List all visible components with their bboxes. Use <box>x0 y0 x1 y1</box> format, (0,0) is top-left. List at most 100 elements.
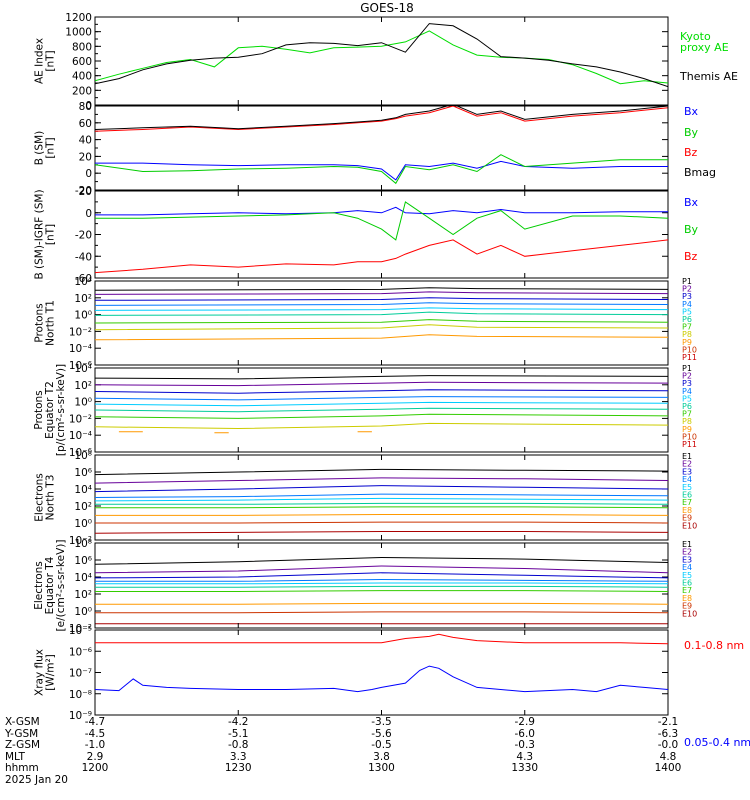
legend-entry: E9 <box>682 514 692 523</box>
legend-entry: P6 <box>682 315 692 324</box>
panel-frame <box>94 367 669 453</box>
legend-entry: P2 <box>682 285 692 294</box>
y-tick-label: 10² <box>74 380 92 392</box>
x-tick-label: 4.8 <box>660 751 677 763</box>
legend-entry: E4 <box>682 475 692 484</box>
series-line-themis-ae <box>95 23 668 88</box>
x-tick-label: 3.3 <box>230 751 247 763</box>
legend-entry: P9 <box>682 338 692 347</box>
y-tick-label: 10⁰ <box>74 606 92 618</box>
series-line-e5 <box>95 582 668 585</box>
series-line-e4 <box>95 578 668 582</box>
panel-8: 10⁻⁹ 10⁻⁸ 10⁻⁷ 10⁻⁶ 10⁻⁵ Xray flux [W/m²] 0.1-0… <box>34 625 750 749</box>
legend-entry: P5 <box>682 307 692 316</box>
series-line-p5 <box>95 401 668 407</box>
series-line-0-05-0-4-nm <box>95 665 668 693</box>
x-tick-label: 1300 <box>368 762 395 774</box>
series-line-e2 <box>95 565 668 574</box>
y-tick-label: 1200 <box>65 12 92 24</box>
y-axis-label: B (SM)-IGRF (SM) <box>34 189 46 279</box>
y-tick-label: 0 <box>85 208 92 220</box>
y-axis-label: [W/m²] <box>45 654 57 691</box>
y-tick-label: 10⁰ <box>74 310 92 322</box>
y-axis-label: [nT] <box>45 50 57 71</box>
panel-2: -20 0 20 40 60 80 B (SM) [nT] Bx By Bz Bmag <box>34 101 717 197</box>
legend-entry: P7 <box>682 323 692 332</box>
y-tick-label: 10⁴ <box>74 276 92 288</box>
legend-entry: By <box>684 126 699 139</box>
y-tick-label: 10⁻² <box>69 623 92 635</box>
series-line-p1 <box>95 375 668 380</box>
x-tick-label: -0.8 <box>228 739 249 751</box>
x-tick-label: -6.3 <box>658 728 679 740</box>
series-line-p3 <box>95 389 668 394</box>
series-line-e9 <box>95 521 668 524</box>
y-tick-label: 0 <box>85 168 92 180</box>
legend-entry: E10 <box>682 609 697 618</box>
legend-entry: E4 <box>682 563 692 572</box>
x-axis-row-label: Y-GSM <box>4 728 38 740</box>
series-line-e3 <box>95 485 668 493</box>
legend-entry: Bz <box>684 146 698 159</box>
x-tick-label: -0.5 <box>371 739 392 751</box>
y-tick-label: 10⁻⁶ <box>69 360 92 372</box>
y-tick-label: 10⁻⁸ <box>69 689 92 701</box>
y-axis-label: North T3 <box>45 475 57 521</box>
y-axis-label: [p/(cm²-s-sr-keV)] <box>55 364 67 456</box>
series-line-bmag <box>95 106 668 130</box>
legend-entry: Bx <box>684 105 699 118</box>
series-line-p9 <box>118 431 372 434</box>
y-tick-label: 600 <box>72 56 92 68</box>
y-tick-label: 10⁴ <box>74 363 92 375</box>
series-line-p8 <box>95 422 668 430</box>
y-tick-label: 1000 <box>65 27 92 39</box>
y-axis-label: Equator T2 <box>44 381 56 439</box>
y-tick-label: 20 <box>79 151 92 163</box>
legend-entry: P6 <box>682 402 692 411</box>
legend-entry: E6 <box>682 491 692 500</box>
y-tick-label: -20 <box>75 185 92 197</box>
legend-entry: P3 <box>682 292 692 301</box>
panel-1: 0 200 400 600 800 1000 1200 AE Index [nT] Kyotopr… <box>34 12 738 112</box>
series-line-e1 <box>95 468 668 476</box>
panel-5: 10⁻⁶ 10⁻⁴ 10⁻² 10⁰ 10² 10⁴ Protons Equator T2 [p… <box>33 363 697 459</box>
y-tick-label: 10⁻² <box>69 326 92 338</box>
y-tick-label: 10⁴ <box>74 484 92 496</box>
y-axis-label: Electrons <box>34 473 46 522</box>
legend-entry: E6 <box>682 579 692 588</box>
y-axis-label: [nT] <box>45 224 57 245</box>
date-label: 2025 Jan 20 <box>5 774 68 786</box>
y-axis-label: Electrons <box>33 561 45 610</box>
series-line-e6 <box>95 585 668 588</box>
legend-entry: E7 <box>682 498 692 507</box>
x-axis-row-label: hhmm <box>5 762 39 774</box>
plot-title: GOES-18 <box>360 1 414 15</box>
y-tick-label: 10² <box>74 501 92 513</box>
series-line-p2 <box>95 291 668 295</box>
legend-entry: P7 <box>682 410 692 419</box>
series-line-e10 <box>95 531 668 534</box>
y-axis-label: North T1 <box>45 300 57 346</box>
legend-entry: E2 <box>682 460 692 469</box>
x-tick-label: -4.5 <box>85 728 106 740</box>
series-line-e8 <box>95 514 668 516</box>
legend-entry: P9 <box>682 425 692 434</box>
legend-entry: E3 <box>682 467 692 476</box>
y-tick-label: 0 <box>85 100 92 112</box>
y-tick-label: 10⁰ <box>74 397 92 409</box>
y-tick-label: 10⁻⁵ <box>69 625 92 637</box>
y-tick-label: 10² <box>74 293 92 305</box>
series-line-kyoto-proxy-ae <box>95 30 668 85</box>
series-line-p7 <box>95 319 668 324</box>
legend-entry: Bz <box>684 250 698 263</box>
series-line-p3 <box>95 297 668 301</box>
y-tick-label: 80 <box>79 101 92 113</box>
y-tick-label: -40 <box>75 251 92 263</box>
series-line-bx <box>95 206 668 216</box>
legend-entry: 0.1-0.8 nm <box>684 639 744 652</box>
series-line-e5 <box>95 497 668 502</box>
x-tick-label: 1400 <box>655 762 682 774</box>
legend-entry: P3 <box>682 379 692 388</box>
